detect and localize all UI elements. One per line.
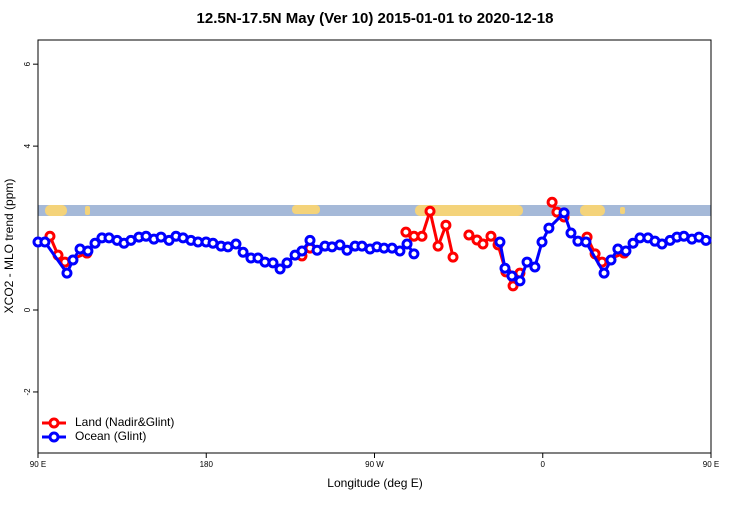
data-point [514, 275, 526, 287]
data-point [61, 267, 73, 279]
data-point [598, 267, 610, 279]
data-point [296, 245, 308, 257]
data-point [543, 222, 555, 234]
x-tick-label: 90 E [703, 460, 719, 469]
data-point [334, 239, 346, 251]
data-point [494, 236, 506, 248]
data-point [311, 244, 323, 256]
data-point [627, 237, 639, 249]
data-point [39, 236, 51, 248]
data-point [558, 207, 570, 219]
data-point [529, 261, 541, 273]
data-point [408, 248, 420, 260]
data-point [499, 262, 511, 274]
data-point [67, 254, 79, 266]
legend-marker [48, 431, 60, 443]
data-point [447, 251, 459, 263]
x-tick-label: 0 [541, 460, 546, 469]
data-point [416, 230, 428, 242]
data-point [580, 236, 592, 248]
data-point [230, 238, 242, 250]
data-point [401, 238, 413, 250]
data-point [506, 270, 518, 282]
x-tick-label: 180 [200, 460, 214, 469]
data-point [432, 240, 444, 252]
y-tick-label: -2 [23, 388, 32, 396]
legend-label: Ocean (Glint) [75, 429, 146, 443]
data-point [274, 263, 286, 275]
data-point [440, 219, 452, 231]
y-tick-label: 0 [23, 307, 32, 312]
data-point [341, 244, 353, 256]
data-point [477, 238, 489, 250]
data-point [605, 254, 617, 266]
x-axis-label: Longitude (deg E) [327, 476, 422, 490]
data-point [536, 236, 548, 248]
legend-label: Land (Nadir&Glint) [75, 415, 174, 429]
y-tick-label: 4 [23, 143, 32, 148]
legend-marker [48, 417, 60, 429]
data-point [400, 226, 412, 238]
data-point [463, 229, 475, 241]
data-point [267, 257, 279, 269]
y-tick-label: 6 [23, 61, 32, 66]
x-tick-label: 90 W [365, 460, 384, 469]
data-point [89, 237, 101, 249]
data-point [546, 196, 558, 208]
data-point [565, 227, 577, 239]
x-tick-label: 90 E [30, 460, 46, 469]
legend: Land (Nadir&Glint)Ocean (Glint) [42, 415, 174, 443]
data-point [304, 234, 316, 246]
chart-title: 12.5N-17.5N May (Ver 10) 2015-01-01 to 2… [197, 10, 554, 27]
data-point [700, 234, 712, 246]
y-axis-label: XCO2 - MLO trend (ppm) [2, 179, 16, 314]
data-point [424, 205, 436, 217]
data-point [281, 257, 293, 269]
data-point [485, 230, 497, 242]
data-point [620, 245, 632, 257]
data-point [507, 280, 519, 292]
data-point [521, 256, 533, 268]
map-band [38, 205, 711, 216]
data-point [82, 245, 94, 257]
data-point [237, 246, 249, 258]
data-point [394, 245, 406, 257]
